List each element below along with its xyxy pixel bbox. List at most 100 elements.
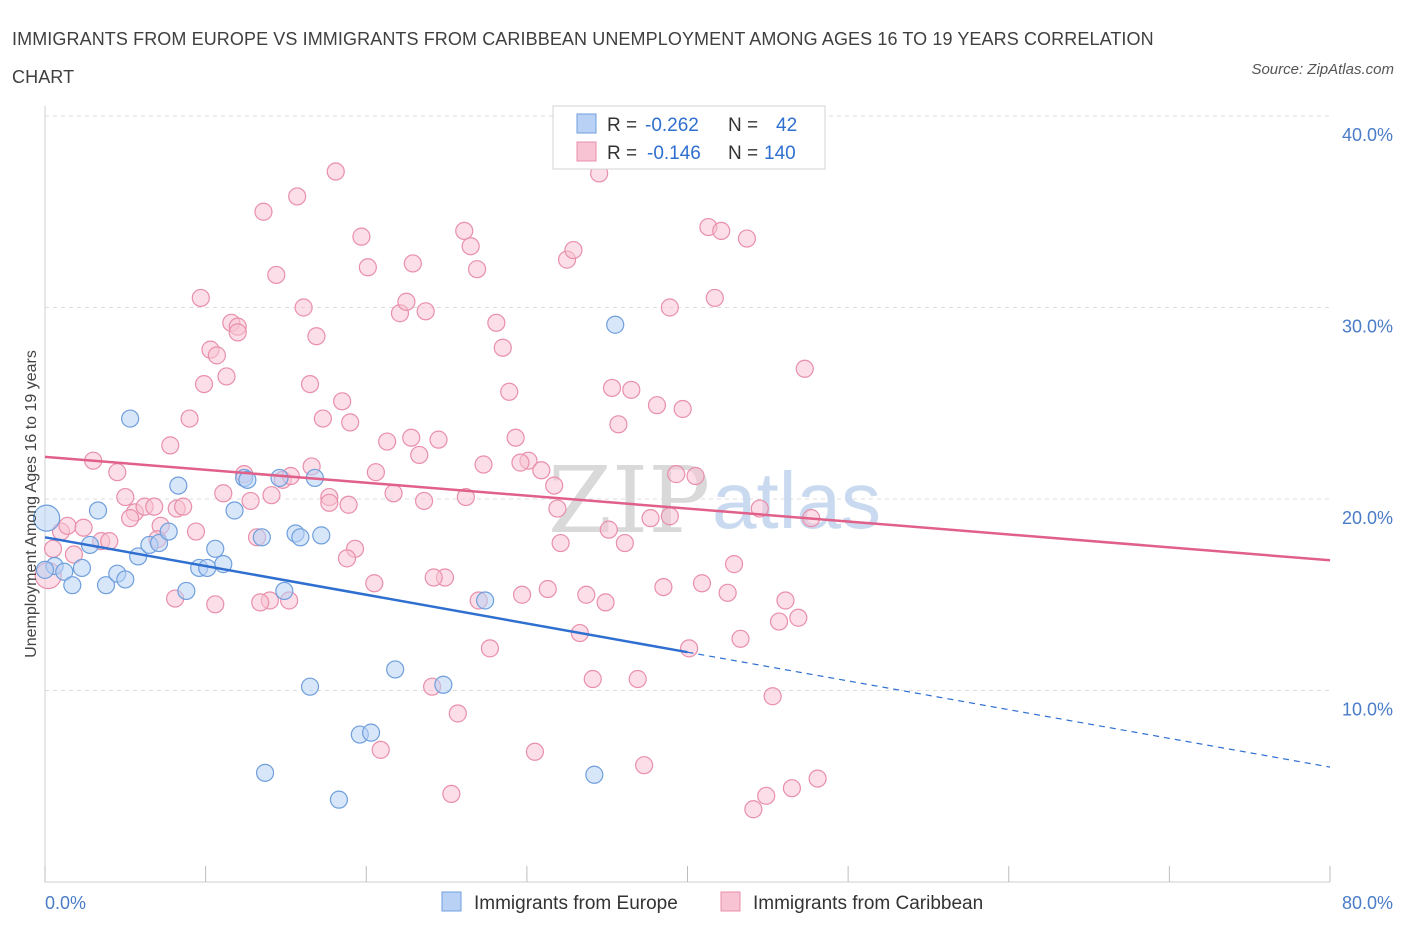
caribbean-point	[525, 742, 545, 761]
europe-points	[33, 315, 625, 809]
caribbean-point	[352, 227, 371, 246]
caribbean-point	[474, 455, 493, 474]
y-axis: 10.0% 20.0% 30.0% 40.0%	[1342, 125, 1393, 720]
x-axis: 0.0% 80.0%	[44, 866, 1393, 913]
series-legend-swatch-europe	[441, 891, 462, 912]
caribbean-point	[402, 428, 421, 447]
caribbean-point	[74, 518, 93, 537]
series-legend-swatch-caribbean	[720, 891, 741, 912]
caribbean-point	[300, 375, 320, 394]
caribbean-point	[551, 533, 570, 553]
y-tick-label: 20.0%	[1342, 508, 1393, 528]
y-tick-label: 40.0%	[1342, 125, 1393, 145]
europe-point	[96, 576, 116, 595]
caribbean-point	[500, 382, 519, 401]
caribbean-point	[487, 313, 506, 332]
caribbean-point	[596, 593, 615, 612]
caribbean-point	[410, 445, 429, 465]
caribbean-point	[808, 769, 827, 788]
europe-point	[476, 591, 495, 610]
europe-point	[270, 468, 289, 488]
caribbean-point	[214, 484, 233, 503]
caribbean-point	[506, 428, 525, 447]
caribbean-point	[307, 327, 326, 346]
caribbean-point	[365, 574, 384, 593]
europe-point	[225, 501, 244, 520]
caribbean-point	[609, 415, 628, 434]
europe-point	[72, 558, 92, 578]
caribbean-point	[161, 436, 180, 455]
caribbean-trend-line	[44, 455, 1331, 562]
europe-point	[434, 675, 453, 694]
caribbean-point	[217, 367, 236, 386]
caribbean-point	[461, 237, 480, 256]
caribbean-point	[442, 784, 461, 804]
caribbean-point	[692, 574, 712, 593]
series-legend: Immigrants from Europe Immigrants from C…	[441, 891, 983, 914]
legend-n-value: 42	[776, 115, 797, 136]
legend-r-label: R =	[607, 115, 637, 136]
europe-point	[255, 763, 275, 782]
caribbean-point	[548, 499, 567, 518]
caribbean-point	[654, 577, 673, 597]
europe-trend-extension	[687, 651, 1331, 768]
caribbean-point	[686, 466, 705, 486]
caribbean-point	[599, 520, 618, 539]
caribbean-point	[705, 288, 724, 308]
caribbean-point	[763, 687, 782, 706]
caribbean-point	[512, 585, 532, 604]
trend-lines	[44, 455, 1331, 768]
caribbean-point	[339, 495, 358, 514]
series-legend-caribbean: Immigrants from Caribbean	[753, 893, 983, 914]
caribbean-point	[602, 378, 622, 398]
europe-point	[606, 315, 625, 334]
caribbean-point	[397, 292, 416, 311]
caribbean-point	[712, 221, 731, 240]
chart-source: Source: ZipAtlas.com	[1251, 61, 1394, 78]
watermark: ZIP atlas	[548, 447, 881, 554]
europe-point	[55, 562, 74, 581]
caribbean-point	[583, 669, 602, 689]
caribbean-point	[403, 254, 422, 273]
caribbean-point	[448, 704, 467, 723]
caribbean-point	[731, 629, 750, 648]
caribbean-point	[782, 779, 802, 798]
caribbean-point	[641, 509, 660, 528]
caribbean-point	[455, 221, 474, 240]
caribbean-point	[58, 516, 77, 535]
europe-point	[177, 581, 196, 601]
caribbean-point	[532, 461, 551, 480]
caribbean-point	[288, 187, 307, 206]
caribbean-point	[191, 288, 210, 308]
europe-trend-line	[44, 536, 688, 654]
caribbean-point	[121, 509, 140, 528]
caribbean-point	[254, 202, 273, 221]
europe-point	[33, 504, 61, 532]
europe-point	[291, 528, 310, 547]
caribbean-point	[795, 359, 814, 378]
caribbean-point	[326, 162, 345, 181]
caribbean-point	[206, 595, 225, 614]
caribbean-point	[371, 740, 390, 759]
caribbean-point	[724, 555, 744, 574]
chart-title: IMMIGRANTS FROM EUROPE VS IMMIGRANTS FRO…	[12, 29, 1154, 87]
caribbean-point	[337, 549, 357, 568]
caribbean-point	[493, 338, 512, 357]
caribbean-point	[622, 380, 641, 399]
caribbean-point	[341, 413, 360, 432]
legend-r-value: -0.262	[645, 115, 699, 136]
x-tick-label: 80.0%	[1342, 893, 1393, 913]
y-tick-label: 30.0%	[1342, 317, 1393, 337]
caribbean-point	[577, 585, 596, 604]
caribbean-point	[180, 409, 199, 428]
caribbean-point	[789, 608, 808, 627]
caribbean-point	[174, 497, 193, 516]
caribbean-point	[116, 487, 135, 507]
caribbean-point	[680, 639, 699, 658]
caribbean-point	[333, 392, 352, 411]
y-tick-label: 10.0%	[1342, 700, 1393, 720]
caribbean-point	[538, 579, 557, 599]
europe-point	[361, 723, 381, 742]
caribbean-point	[660, 507, 679, 526]
